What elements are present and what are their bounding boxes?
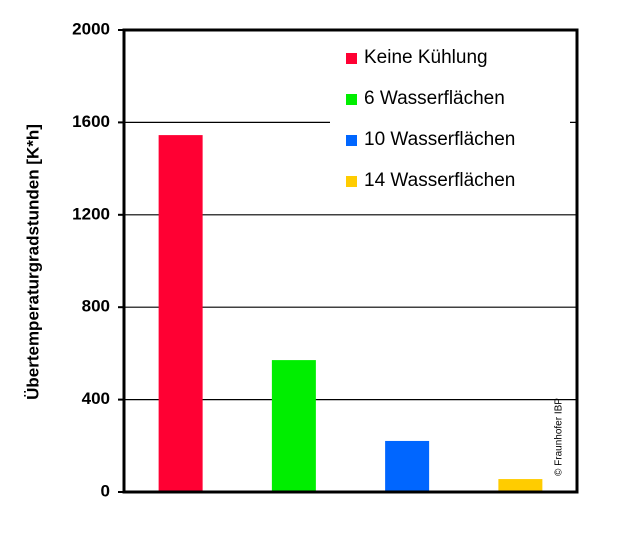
legend-label: 6 Wasserflächen (364, 88, 505, 109)
bar (498, 479, 543, 492)
y-tick-label: 2000 (72, 19, 110, 38)
y-axis-label: Übertemperaturgradstunden [K*h] (23, 124, 42, 400)
legend-label: Keine Kühlung (364, 47, 488, 68)
bar (385, 440, 430, 492)
y-tick-label: 1600 (72, 112, 110, 131)
legend-box (330, 38, 570, 206)
bar (158, 135, 203, 493)
legend-swatch (346, 135, 357, 146)
y-tick-label: 800 (82, 297, 110, 316)
legend-swatch (346, 176, 357, 187)
y-tick-label: 0 (101, 481, 110, 500)
legend-label: 14 Wasserflächen (364, 170, 515, 191)
copyright: © Fraunhofer IBP (554, 398, 565, 476)
legend-swatch (346, 94, 357, 105)
legend-swatch (346, 53, 357, 64)
bar (271, 360, 316, 492)
plot-frame (122, 28, 579, 494)
y-tick-label: 1200 (72, 204, 110, 223)
legend-label: 10 Wasserflächen (364, 129, 515, 150)
y-tick-label: 400 (82, 389, 110, 408)
